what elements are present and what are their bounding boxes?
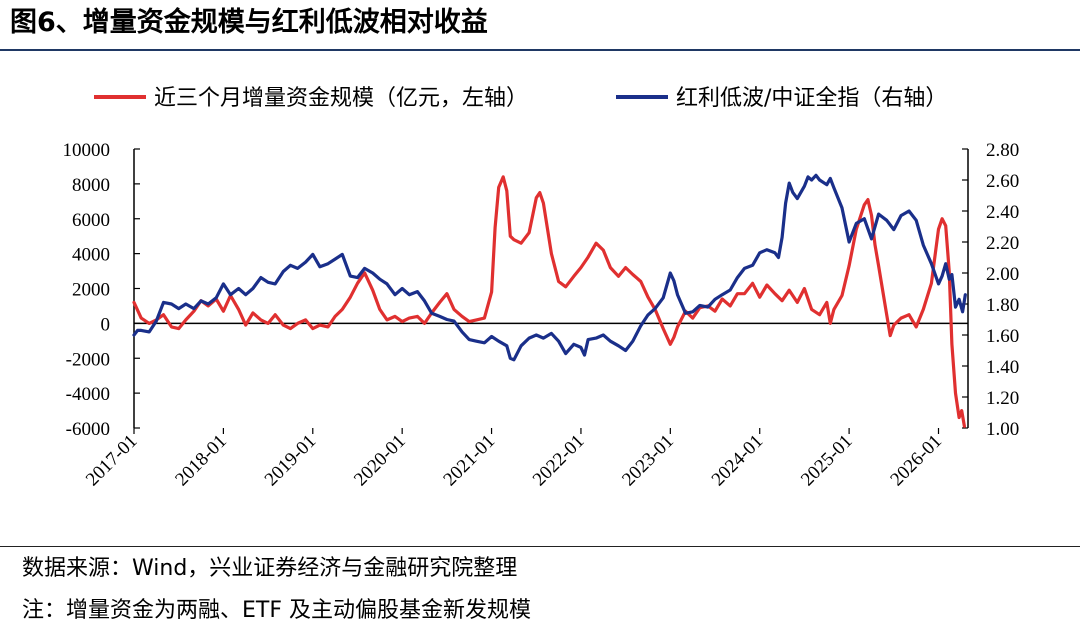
y-right-tick-label: 1.20 bbox=[986, 388, 1019, 409]
y-left-tick-label: 8000 bbox=[72, 175, 110, 196]
y-left-tick-label: 4000 bbox=[72, 245, 110, 266]
legend-label-left: 近三个月增量资金规模（亿元，左轴） bbox=[154, 86, 528, 111]
figure-title: 图6、增量资金规模与红利低波相对收益 bbox=[10, 7, 488, 38]
title-rule bbox=[0, 49, 1080, 51]
y-right-tick-label: 2.60 bbox=[986, 171, 1019, 192]
footer-rule bbox=[0, 546, 1080, 547]
legend-label-right: 红利低波/中证全指（右轴） bbox=[676, 86, 947, 111]
series-group bbox=[132, 173, 967, 428]
y-right-tick-label: 1.80 bbox=[986, 295, 1019, 316]
footnote: 注：增量资金为两融、ETF 及主动偏股基金新发规模 bbox=[22, 598, 531, 623]
y-left-tick-label: -6000 bbox=[66, 419, 110, 440]
chart: 近三个月增量资金规模（亿元，左轴） 红利低波/中证全指（右轴） 10000 800… bbox=[63, 86, 1020, 491]
y-right-tick-label: 1.40 bbox=[986, 357, 1019, 378]
y-right-tick-label: 2.40 bbox=[986, 202, 1019, 223]
x-tick-label: 2023-01 bbox=[618, 431, 678, 491]
y-right-tick-label: 1.60 bbox=[986, 326, 1019, 347]
x-tick-label: 2021-01 bbox=[439, 431, 499, 491]
y-right-tick-label: 2.80 bbox=[986, 140, 1019, 161]
x-tick-label: 2019-01 bbox=[261, 431, 321, 491]
series-line-ratio bbox=[132, 173, 967, 362]
y-left-tick-label: 10000 bbox=[63, 140, 111, 161]
y-right-tick-label: 2.20 bbox=[986, 233, 1019, 254]
y-right-tick-label: 1.00 bbox=[986, 419, 1019, 440]
x-tick-label: 2026-01 bbox=[886, 431, 946, 491]
legend: 近三个月增量资金规模（亿元，左轴） 红利低波/中证全指（右轴） bbox=[94, 86, 947, 111]
x-tick-label: 2018-01 bbox=[171, 431, 231, 491]
series-line-inflow bbox=[132, 175, 966, 428]
x-tick-label: 2022-01 bbox=[529, 431, 589, 491]
y-right-tick-label: 2.00 bbox=[986, 264, 1019, 285]
y-left-tick-label: -4000 bbox=[66, 384, 110, 405]
y-left-tick-label: 0 bbox=[101, 314, 111, 335]
y-left-tick-label: 2000 bbox=[72, 280, 110, 301]
x-tick-label: 2025-01 bbox=[797, 431, 857, 491]
y-left-tick-label: 6000 bbox=[72, 210, 110, 231]
x-tick-label: 2020-01 bbox=[350, 431, 410, 491]
y-left-tick-label: -2000 bbox=[66, 349, 110, 370]
x-tick-label: 2024-01 bbox=[708, 431, 768, 491]
data-source: 数据来源：Wind，兴业证券经济与金融研究院整理 bbox=[22, 556, 518, 581]
